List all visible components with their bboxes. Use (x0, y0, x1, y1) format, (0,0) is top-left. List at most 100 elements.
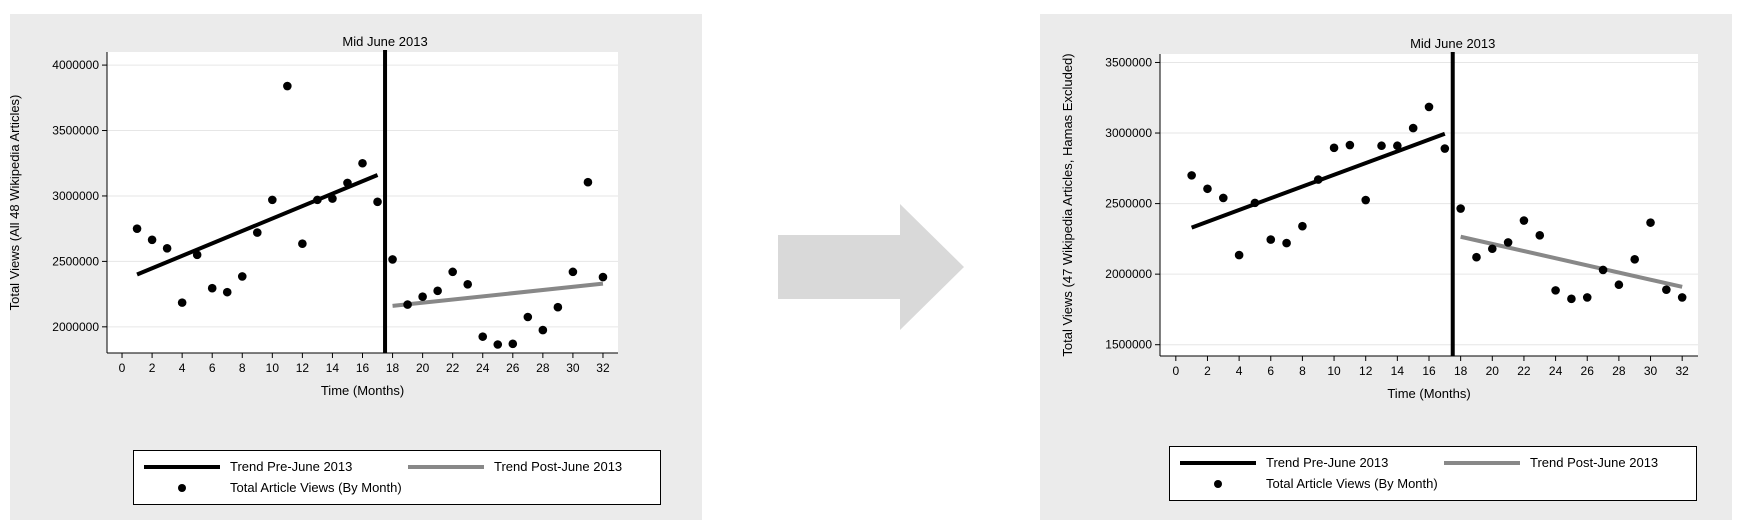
data-point (358, 158, 367, 168)
data-point (1677, 293, 1687, 302)
x-tick-label: 24 (1549, 364, 1563, 378)
data-point (328, 194, 337, 203)
data-point (523, 312, 533, 322)
data-point (1266, 235, 1276, 244)
data-point (283, 81, 292, 91)
y-tick-label: 3000000 (1105, 126, 1152, 140)
data-point (1361, 195, 1371, 205)
data-point (1519, 216, 1529, 225)
data-point (493, 340, 503, 349)
legend-label-post: Trend Post-June 2013 (494, 459, 623, 474)
data-point (1456, 204, 1465, 213)
y-tick-label: 2500000 (52, 254, 99, 268)
data-point (343, 178, 352, 188)
legend-label-points: Total Article Views (By Month) (230, 480, 402, 495)
x-tick-label: 14 (326, 361, 340, 375)
x-tick-label: 20 (1486, 364, 1500, 378)
y-tick-label: 4000000 (52, 58, 99, 72)
data-point (1487, 244, 1497, 254)
x-tick-label: 2 (149, 361, 156, 375)
legend-entry-post: Trend Post-June 2013 (408, 459, 622, 474)
data-point (433, 286, 442, 296)
data-point (418, 292, 427, 302)
data-point (237, 272, 247, 281)
data-point (1582, 293, 1592, 302)
legend-label-points: Total Article Views (By Month) (1266, 476, 1438, 491)
legend-label-post: Trend Post-June 2013 (1530, 455, 1659, 470)
plot-area (1160, 54, 1698, 356)
data-point (1408, 123, 1418, 133)
data-point (538, 325, 548, 335)
data-point (598, 272, 608, 282)
x-tick-label: 12 (1359, 364, 1373, 378)
x-tick-label: 16 (1422, 364, 1436, 378)
x-tick-label: 32 (596, 361, 610, 375)
legend-label-pre: Trend Pre-June 2013 (1266, 455, 1389, 470)
x-tick-label: 8 (239, 361, 246, 375)
data-point (478, 332, 488, 341)
y-tick-label: 3000000 (52, 189, 99, 203)
data-point (1614, 280, 1624, 290)
x-tick-label: 22 (446, 361, 460, 375)
data-point (1472, 252, 1481, 262)
data-point (403, 300, 412, 309)
x-tick-label: 18 (1454, 364, 1468, 378)
data-point (313, 195, 322, 205)
x-tick-label: 6 (1267, 364, 1274, 378)
data-point (373, 197, 382, 207)
legend-label-pre: Trend Pre-June 2013 (230, 459, 353, 474)
data-point (268, 195, 277, 205)
trend-pre-line (136, 173, 379, 277)
data-point (1646, 218, 1655, 227)
data-point (1329, 143, 1339, 153)
x-tick-label: 30 (1644, 364, 1658, 378)
x-tick-label: 0 (119, 361, 126, 375)
data-point (1503, 238, 1513, 247)
x-tick-label: 6 (209, 361, 216, 375)
data-point (1282, 238, 1291, 248)
data-point (1345, 140, 1355, 150)
data-point (1377, 141, 1386, 151)
cutoff-label: Mid June 2013 (342, 34, 427, 49)
data-point (463, 279, 473, 289)
x-tick-label: 30 (566, 361, 580, 375)
x-tick-label: 28 (536, 361, 550, 375)
data-point (222, 287, 232, 297)
data-point (162, 244, 172, 253)
data-point (1598, 265, 1608, 275)
x-tick-label: 16 (356, 361, 370, 375)
y-tick-label: 2500000 (1105, 197, 1152, 211)
data-point (147, 235, 157, 245)
data-point (1234, 250, 1244, 260)
chart-right-legend: Trend Pre-June 2013 Trend Post-June 2013… (1169, 446, 1697, 501)
legend-swatch-post (1444, 460, 1520, 465)
x-tick-label: 4 (1236, 364, 1243, 378)
chart-panel-left: 2000000 2500000 3000000 3500000 4000000 0 2 4 6 8… (10, 14, 702, 520)
y-tick-label: 3500000 (52, 124, 99, 138)
chart-left-legend: Trend Pre-June 2013 Trend Post-June 2013… (133, 450, 661, 505)
cutoff-label: Mid June 2013 (1410, 36, 1495, 51)
legend-entry-pre: Trend Pre-June 2013 (144, 459, 352, 474)
data-point (1424, 102, 1434, 112)
chart-panel-right: 1500000 2000000 2500000 3000000 3500000 0 2 4 6 8… (1040, 14, 1732, 520)
data-point (1630, 255, 1640, 264)
x-tick-label: 10 (266, 361, 280, 375)
right-arrow-icon (778, 204, 964, 330)
legend-swatch-points (1180, 476, 1256, 491)
trend-post-line (1460, 234, 1683, 289)
y-tick-label: 1500000 (1105, 338, 1152, 352)
x-tick-label: 0 (1172, 364, 1179, 378)
data-point (568, 267, 578, 277)
data-point (298, 239, 307, 249)
legend-swatch-post (408, 464, 484, 469)
x-tick-label: 14 (1391, 364, 1405, 378)
x-tick-label: 8 (1299, 364, 1306, 378)
y-axis-label: Total Views (All 48 Wikipedia Articles) (10, 95, 22, 311)
x-tick-label: 24 (476, 361, 490, 375)
x-tick-label: 22 (1517, 364, 1531, 378)
data-point (1298, 221, 1307, 231)
data-point (553, 302, 563, 312)
data-point (583, 177, 593, 187)
